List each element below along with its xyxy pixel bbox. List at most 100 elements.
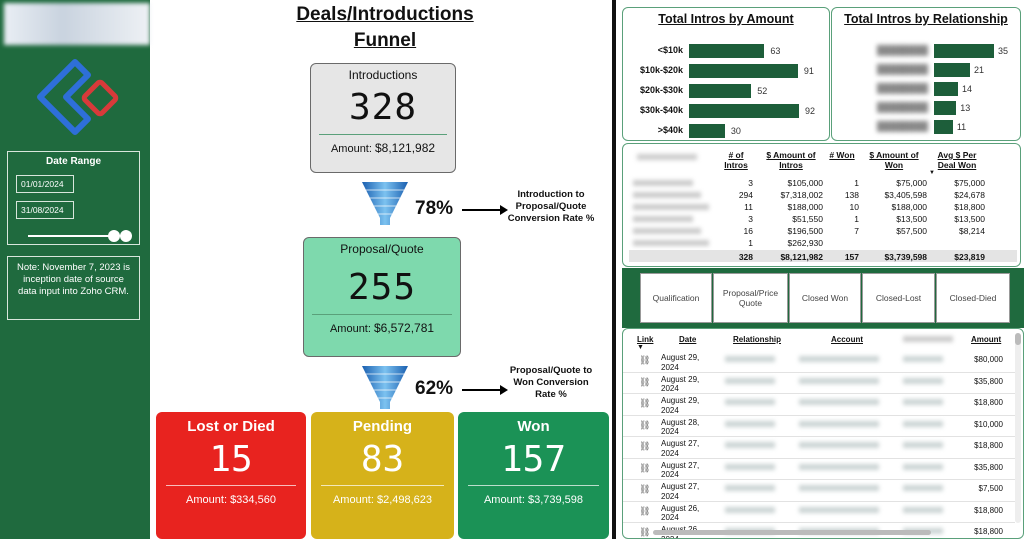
amount-bar-row[interactable]: $10k-$20k 91 — [640, 64, 819, 78]
scrollbar-thumb[interactable] — [1015, 333, 1021, 345]
slider-handle-end[interactable] — [120, 230, 132, 242]
bar[interactable] — [934, 63, 970, 77]
summary-total-cell: $3,739,598 — [884, 252, 927, 262]
bar-category-label-redacted: ████████ — [876, 102, 928, 112]
bar[interactable] — [934, 82, 958, 96]
summary-col-header[interactable]: $ Amount of Intros — [766, 150, 816, 170]
bar[interactable] — [934, 44, 994, 58]
conversion-label-2: Proposal/Quote to Won Conversion Rate % — [509, 365, 593, 400]
amount-bar-row[interactable]: $30k-$40k 92 — [640, 104, 819, 118]
summary-col-header[interactable]: # of Intros — [724, 150, 748, 170]
vertical-scrollbar[interactable] — [1015, 333, 1021, 523]
summary-row-name-redacted — [633, 192, 701, 198]
introductions-card[interactable]: Introductions 328 Amount: $8,121,982 — [310, 63, 456, 173]
table-row[interactable]: ⛓ August 27, 2024 $35,800 — [623, 459, 1015, 480]
summary-col-header[interactable]: $ Amount of Won — [869, 150, 919, 170]
table-row[interactable]: ⛓ August 29, 2024 $80,000 — [623, 351, 1015, 373]
pending-amount: Amount: $2,498,623 — [332, 494, 433, 506]
blurred-header — [903, 336, 953, 342]
stage-tab-5[interactable]: Closed-Died — [936, 273, 1010, 323]
table-row[interactable]: ⛓ August 29, 2024 $35,800 — [623, 373, 1015, 394]
row-relationship-redacted — [725, 506, 775, 513]
sort-desc-icon[interactable]: ▼ — [929, 170, 935, 176]
relationship-bar-row[interactable]: ████████ 35 — [877, 44, 1008, 58]
funnel-title-line2: Funnel — [353, 30, 417, 51]
slider-handle-start[interactable] — [108, 230, 120, 242]
amount-bar-row[interactable]: <$10k 63 — [658, 44, 819, 58]
summary-col-header[interactable]: # Won — [829, 150, 855, 160]
summary-cell: $3,405,598 — [884, 190, 927, 200]
summary-cell: $57,500 — [896, 226, 927, 236]
bar-value-label: 13 — [960, 103, 971, 113]
relationship-bar-row[interactable]: ████████ 14 — [877, 82, 994, 96]
summary-cell: 3 — [748, 178, 753, 188]
table-row[interactable]: ⛓ August 27, 2024 $18,800 — [623, 437, 1015, 459]
amount-bar-row[interactable]: >$40k 30 — [658, 124, 819, 138]
row-amount: $80,000 — [974, 355, 1003, 364]
bar[interactable] — [689, 124, 725, 138]
bar[interactable] — [934, 120, 953, 134]
stage-tab-1[interactable]: Qualification — [640, 273, 712, 323]
bar-value-label: 35 — [998, 46, 1009, 56]
table-row[interactable]: ⛓ August 28, 2024 $10,000 — [623, 416, 1015, 437]
bar[interactable] — [689, 84, 752, 98]
bar[interactable] — [689, 44, 765, 58]
won-label: Won — [517, 418, 550, 435]
relationship-bar-row[interactable]: ████████ 13 — [877, 101, 994, 115]
funnel-title-line1: Deals/Introductions — [296, 4, 474, 25]
table-row[interactable]: ⛓ August 27, 2024 $7,500 — [623, 480, 1015, 502]
pending-card[interactable]: Pending 83 Amount: $2,498,623 — [311, 412, 454, 539]
bar[interactable] — [689, 104, 800, 118]
link-icon[interactable]: ⛓ — [639, 398, 651, 408]
link-icon[interactable]: ⛓ — [639, 505, 651, 516]
won-card[interactable]: Won 157 Amount: $3,739,598 — [458, 412, 609, 539]
intros-by-relationship-title: Total Intros by Relationship — [844, 12, 1008, 26]
bar[interactable] — [689, 64, 798, 78]
bar-value-label: 14 — [962, 84, 973, 94]
col-amount[interactable]: Amount — [971, 335, 1002, 344]
row-account-redacted — [799, 506, 879, 513]
link-icon[interactable]: ⛓ — [639, 527, 651, 537]
col-date[interactable]: Date — [679, 335, 697, 344]
inception-note: Note: November 7, 2023 is inception date… — [7, 256, 140, 320]
horizontal-scrollbar[interactable] — [653, 530, 931, 535]
proposal-amount: Amount: $6,572,781 — [329, 321, 435, 335]
date-range-slider[interactable] — [28, 230, 132, 242]
col-relationship[interactable]: Relationship — [733, 335, 782, 344]
row-amount: $18,800 — [974, 527, 1003, 536]
col-account[interactable]: Account — [831, 335, 863, 344]
link-icon[interactable]: ⛓ — [639, 441, 651, 451]
bar-category-label: <$10k — [657, 45, 683, 55]
sort-desc-icon[interactable]: ▼ — [637, 344, 644, 351]
relationship-bar-row[interactable]: ████████ 11 — [877, 120, 994, 134]
relationship-bar-row[interactable]: ████████ 21 — [877, 63, 994, 77]
col-link[interactable]: Link — [637, 335, 654, 344]
link-icon[interactable]: ⛓ — [639, 355, 651, 365]
lost-or-died-card[interactable]: Lost or Died 15 Amount: $334,560 — [156, 412, 306, 539]
proposal-quote-card[interactable]: Proposal/Quote 255 Amount: $6,572,781 — [303, 237, 461, 357]
end-date-input[interactable]: 31/08/2024 — [16, 201, 74, 219]
link-icon[interactable]: ⛓ — [639, 462, 651, 473]
blurred-header — [637, 154, 697, 160]
stage-tab-4[interactable]: Closed-Lost — [862, 273, 935, 323]
bar[interactable] — [934, 101, 957, 115]
intros-by-amount-title: Total Intros by Amount — [658, 12, 794, 26]
summary-col-header[interactable]: Avg $ Per Deal Won — [937, 150, 977, 170]
proposal-label: Proposal/Quote — [340, 242, 424, 256]
summary-row-name-redacted — [633, 204, 709, 210]
stage-tab-3[interactable]: Closed Won — [789, 273, 861, 323]
summary-cell: $75,000 — [954, 178, 985, 188]
row-relationship-redacted — [725, 420, 775, 427]
row-date: August 27, 2024 — [661, 482, 700, 501]
start-date-input[interactable]: 01/01/2024 — [16, 175, 74, 193]
bar-category-label-redacted: ████████ — [876, 64, 928, 74]
table-row[interactable]: ⛓ August 29, 2024 $18,800 — [623, 394, 1015, 416]
stage-tab-2[interactable]: Proposal/Price Quote — [713, 273, 788, 323]
link-icon[interactable]: ⛓ — [639, 484, 651, 494]
table-row[interactable]: ⛓ August 26, 2024 $18,800 — [623, 502, 1015, 523]
link-icon[interactable]: ⛓ — [639, 376, 651, 387]
amount-bar-row[interactable]: $20k-$30k 52 — [640, 84, 819, 98]
summary-cell: $13,500 — [896, 214, 927, 224]
row-date: August 29, 2024 — [661, 353, 700, 372]
link-icon[interactable]: ⛓ — [639, 419, 651, 430]
